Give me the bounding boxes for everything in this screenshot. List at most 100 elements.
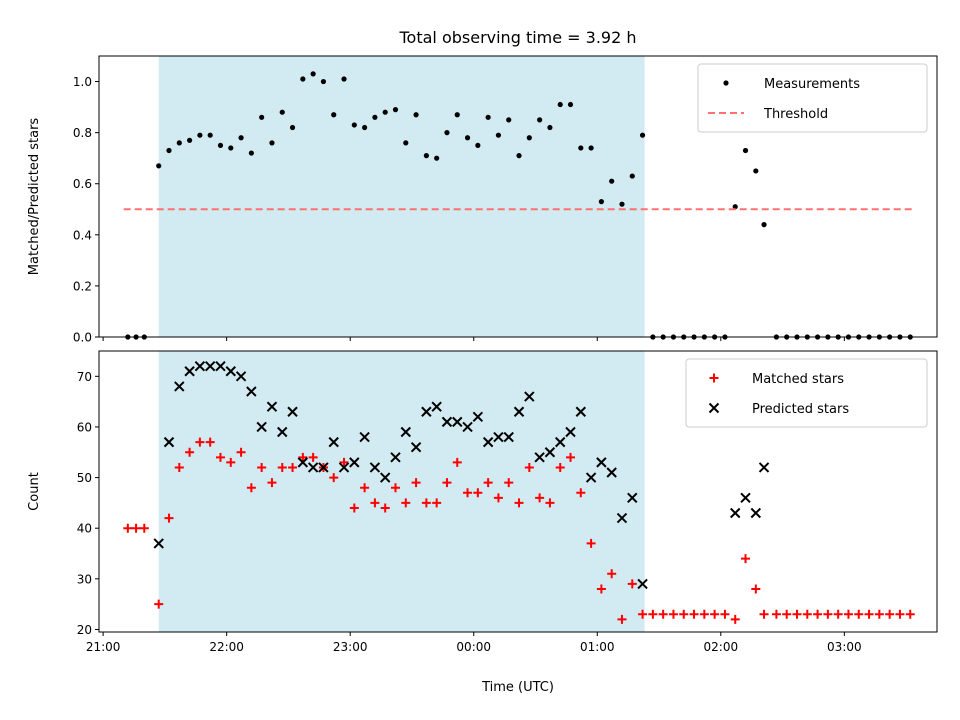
data-point <box>174 462 184 472</box>
y-axis-label: Count <box>27 472 42 511</box>
x-tick-label: 23:00 <box>333 640 368 654</box>
data-point <box>197 132 203 138</box>
x-axis-label: Time (UTC) <box>481 680 554 695</box>
data-point <box>338 462 350 473</box>
data-point <box>771 609 781 619</box>
data-point <box>360 483 370 493</box>
data-point <box>864 609 874 619</box>
data-point <box>267 478 277 488</box>
data-point <box>578 145 584 151</box>
data-point <box>833 609 843 619</box>
data-point <box>410 441 422 453</box>
data-point <box>318 462 329 473</box>
data-point <box>341 76 347 82</box>
legend-swatch <box>709 373 719 383</box>
data-point <box>761 222 767 228</box>
axes-frame <box>98 350 938 633</box>
data-point <box>753 168 759 174</box>
y-tick-label: 0.8 <box>73 126 92 140</box>
data-point <box>289 124 296 131</box>
data-point <box>598 199 604 205</box>
data-point <box>248 150 254 156</box>
legend-label: Threshold <box>763 107 828 122</box>
data-point <box>668 609 678 619</box>
data-point <box>874 609 884 619</box>
x-tick-label: 03:00 <box>827 640 862 654</box>
data-point <box>204 360 216 372</box>
data-point <box>730 614 740 624</box>
data-point <box>606 467 617 478</box>
x-tick-label: 21:00 <box>86 640 121 654</box>
data-point <box>379 472 391 483</box>
data-point <box>300 76 306 82</box>
data-point <box>351 122 357 128</box>
data-point <box>905 609 915 619</box>
data-point <box>434 155 440 161</box>
data-point <box>349 457 360 468</box>
data-point <box>472 411 484 423</box>
observing-interval-shade <box>158 56 645 337</box>
data-point <box>588 145 594 151</box>
data-point <box>464 135 471 141</box>
data-point <box>503 431 514 443</box>
data-point <box>163 436 175 448</box>
data-point <box>235 371 247 382</box>
data-point <box>400 426 411 438</box>
legend: Matched stars Predicted stars <box>685 358 928 428</box>
data-point <box>228 145 234 151</box>
data-point <box>362 124 368 131</box>
data-point <box>246 386 257 397</box>
data-point <box>535 493 545 503</box>
data-point <box>629 173 635 179</box>
data-point <box>423 153 429 159</box>
data-point <box>742 147 749 154</box>
data-point <box>658 609 668 619</box>
data-point <box>403 140 409 146</box>
data-point <box>514 498 524 508</box>
data-point <box>298 452 308 462</box>
data-point <box>576 488 586 498</box>
data-point <box>607 569 617 579</box>
data-point <box>638 609 648 619</box>
data-point <box>720 609 730 619</box>
data-point <box>482 436 494 448</box>
data-point <box>257 462 267 472</box>
data-point <box>444 130 450 136</box>
legend-label: Predicted stars <box>752 402 849 417</box>
data-point <box>513 406 525 417</box>
series-matched-stars <box>123 437 915 624</box>
data-point <box>174 381 185 392</box>
data-point <box>524 462 534 472</box>
data-point <box>225 366 236 377</box>
data-point <box>215 360 226 372</box>
data-point <box>732 204 738 210</box>
data-point <box>617 614 627 624</box>
data-point <box>710 609 720 619</box>
data-point <box>123 523 133 533</box>
data-point <box>557 101 563 108</box>
legend-box <box>697 63 928 133</box>
y-tick-label: 60 <box>77 420 92 434</box>
data-point <box>792 609 802 619</box>
data-point <box>493 493 503 503</box>
data-point <box>555 462 565 472</box>
data-point <box>537 117 543 123</box>
data-point <box>619 201 625 207</box>
data-point <box>131 523 141 533</box>
y-tick-label: 0.2 <box>73 279 92 293</box>
data-point <box>473 488 483 498</box>
data-point <box>164 513 174 523</box>
data-point <box>328 436 339 448</box>
y-tick-label: 30 <box>77 572 92 586</box>
data-point <box>369 462 381 473</box>
series-predicted-stars <box>153 360 770 590</box>
data-point <box>452 457 462 467</box>
data-point <box>421 498 431 508</box>
data-point <box>627 579 637 589</box>
y-tick-label: 50 <box>77 471 92 485</box>
data-point <box>401 498 411 508</box>
data-point <box>485 114 491 120</box>
data-point <box>545 498 555 508</box>
data-point <box>565 426 576 438</box>
